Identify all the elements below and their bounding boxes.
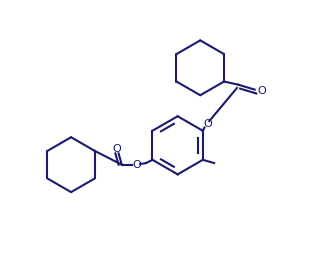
Text: O: O [257,86,266,96]
Text: O: O [203,119,212,129]
Text: O: O [113,144,121,154]
Text: O: O [132,160,141,170]
